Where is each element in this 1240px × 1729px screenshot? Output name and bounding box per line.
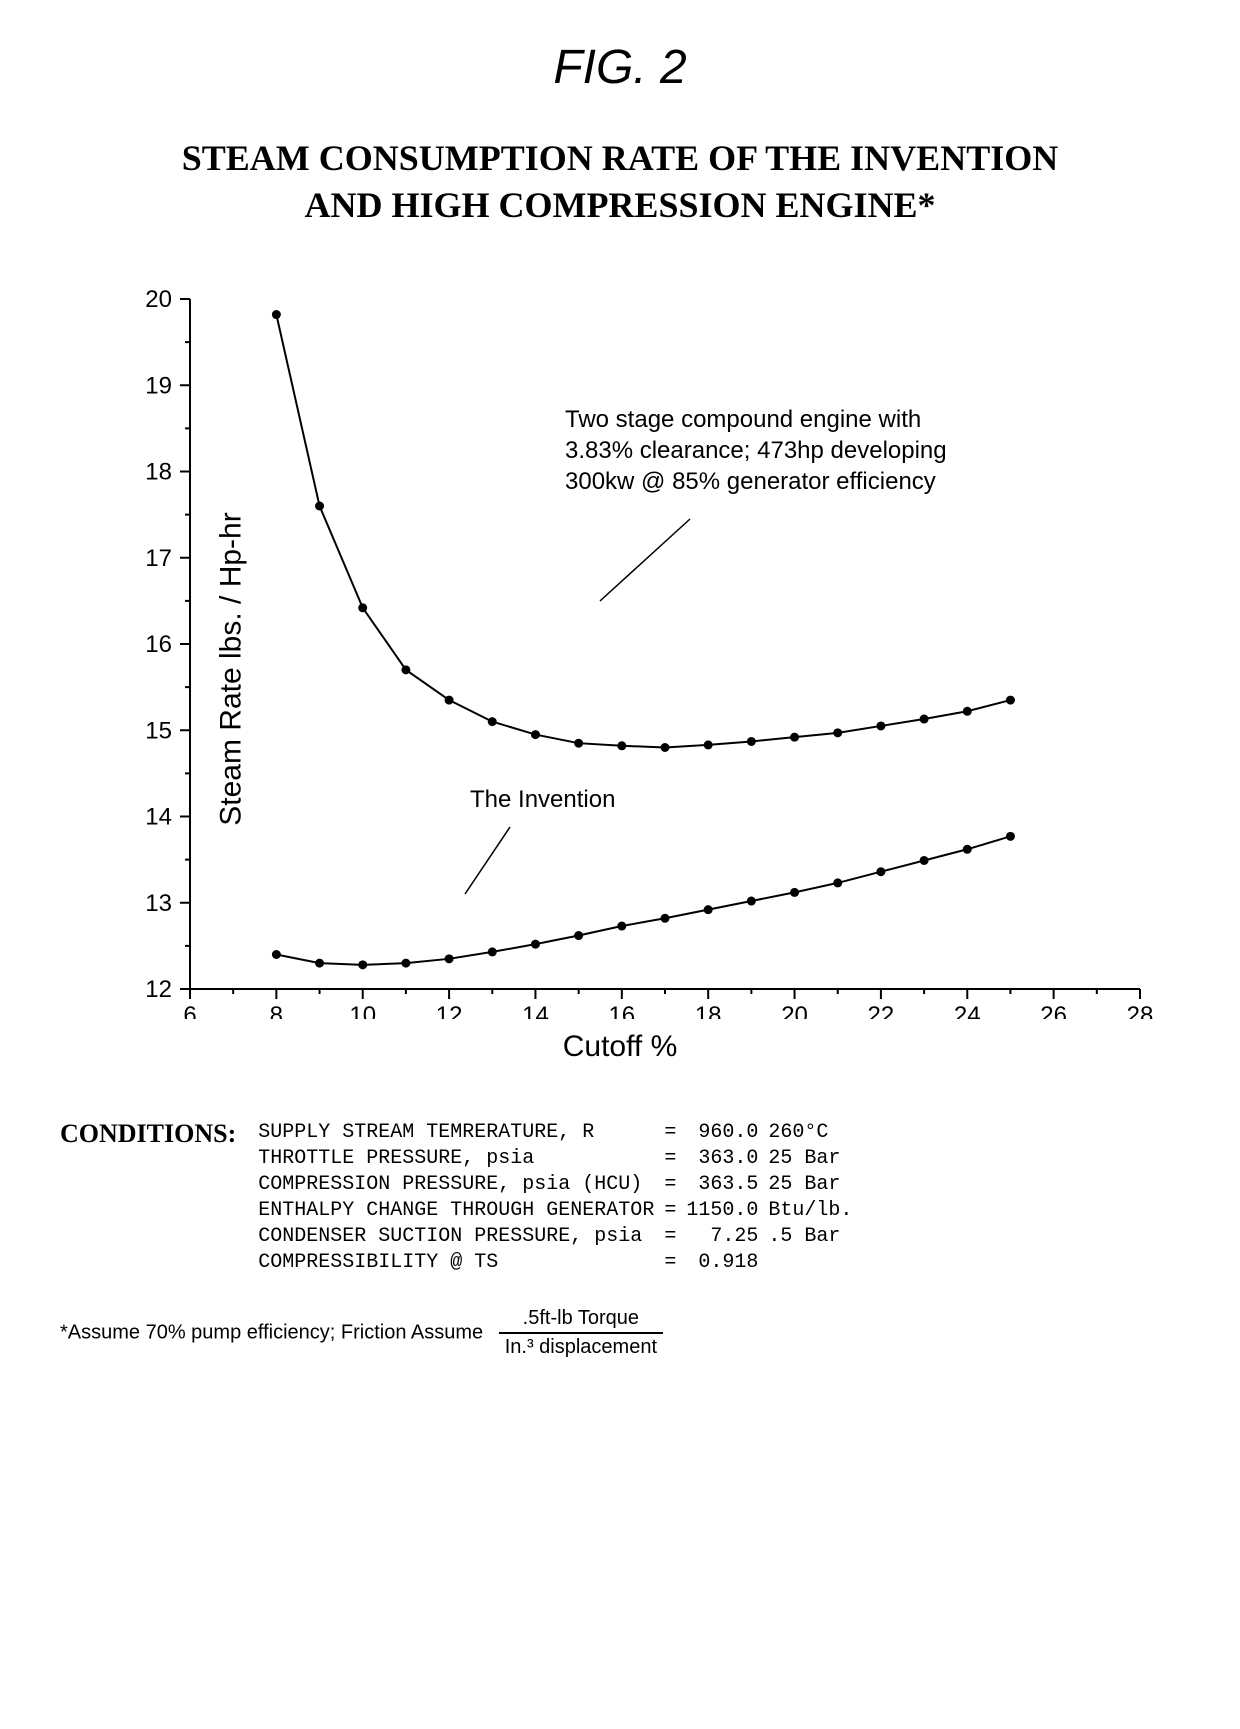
figure-label: FIG. 2 <box>40 40 1200 95</box>
conditions-cell-unit: Btu/lb. <box>768 1199 860 1223</box>
conditions-row: ENTHALPY CHANGE THROUGH GENERATOR=1150.0… <box>258 1199 860 1223</box>
svg-text:16: 16 <box>608 1002 635 1019</box>
conditions-row: SUPPLY STREAM TEMRERATURE, R=960.0260°C <box>258 1121 860 1145</box>
conditions-cell-val: 960.0 <box>686 1121 766 1145</box>
conditions-cell-eq: = <box>664 1199 684 1223</box>
conditions-cell-eq: = <box>664 1251 684 1275</box>
y-axis-label: Steam Rate lbs. / Hp-hr <box>215 512 249 825</box>
conditions-cell-unit: 25 Bar <box>768 1173 860 1197</box>
svg-text:22: 22 <box>868 1002 895 1019</box>
svg-text:12: 12 <box>436 1002 463 1019</box>
conditions-block: CONDITIONS: SUPPLY STREAM TEMRERATURE, R… <box>40 1119 1200 1277</box>
svg-text:10: 10 <box>349 1002 376 1019</box>
svg-text:6: 6 <box>183 1002 196 1019</box>
conditions-cell-val: 1150.0 <box>686 1199 766 1223</box>
conditions-cell-eq: = <box>664 1147 684 1171</box>
svg-text:17: 17 <box>145 544 172 571</box>
footnote-text: *Assume 70% pump efficiency; Friction As… <box>60 1321 483 1343</box>
title-line-1: STEAM CONSUMPTION RATE OF THE INVENTION <box>182 138 1058 178</box>
conditions-cell-param: COMPRESSION PRESSURE, psia (HCU) <box>258 1173 662 1197</box>
x-axis-label: Cutoff % <box>563 1030 678 1064</box>
svg-text:12: 12 <box>145 976 172 1003</box>
svg-text:15: 15 <box>145 717 172 744</box>
conditions-table: SUPPLY STREAM TEMRERATURE, R=960.0260°CT… <box>256 1119 862 1277</box>
conditions-cell-unit: .5 Bar <box>768 1225 860 1249</box>
conditions-cell-val: 363.0 <box>686 1147 766 1171</box>
conditions-cell-val: 0.918 <box>686 1251 766 1275</box>
conditions-cell-param: SUPPLY STREAM TEMRERATURE, R <box>258 1121 662 1145</box>
svg-text:20: 20 <box>781 1002 808 1019</box>
footnote: *Assume 70% pump efficiency; Friction As… <box>40 1307 1200 1359</box>
annotation-compound: Two stage compound engine with3.83% clea… <box>565 404 947 498</box>
svg-text:18: 18 <box>695 1002 722 1019</box>
svg-text:16: 16 <box>145 631 172 658</box>
footnote-denominator: In.³ displacement <box>499 1334 663 1359</box>
conditions-row: CONDENSER SUCTION PRESSURE, psia=7.25.5 … <box>258 1225 860 1249</box>
footnote-fraction: .5ft-lb Torque In.³ displacement <box>499 1307 663 1359</box>
main-title: STEAM CONSUMPTION RATE OF THE INVENTION … <box>40 135 1200 229</box>
svg-text:28: 28 <box>1127 1002 1154 1019</box>
svg-text:14: 14 <box>145 803 172 830</box>
conditions-cell-param: THROTTLE PRESSURE, psia <box>258 1147 662 1171</box>
svg-text:20: 20 <box>145 286 172 313</box>
conditions-cell-eq: = <box>664 1173 684 1197</box>
footnote-numerator: .5ft-lb Torque <box>499 1307 663 1334</box>
conditions-row: THROTTLE PRESSURE, psia=363.025 Bar <box>258 1147 860 1171</box>
conditions-cell-val: 7.25 <box>686 1225 766 1249</box>
conditions-cell-unit <box>768 1251 860 1275</box>
conditions-cell-val: 363.5 <box>686 1173 766 1197</box>
svg-text:19: 19 <box>145 372 172 399</box>
svg-text:8: 8 <box>270 1002 283 1019</box>
annotation-invention: The Invention <box>470 784 615 815</box>
svg-text:14: 14 <box>522 1002 549 1019</box>
chart-container: Steam Rate lbs. / Hp-hr 12 13 14 15 16 17 18 19… <box>70 279 1170 1059</box>
svg-text:18: 18 <box>145 458 172 485</box>
conditions-row: COMPRESSIBILITY @ TS=0.918 <box>258 1251 860 1275</box>
conditions-label: CONDITIONS: <box>60 1119 236 1149</box>
title-line-2: AND HIGH COMPRESSION ENGINE* <box>304 185 935 225</box>
conditions-row: COMPRESSION PRESSURE, psia (HCU)=363.525… <box>258 1173 860 1197</box>
conditions-cell-unit: 25 Bar <box>768 1147 860 1171</box>
conditions-cell-unit: 260°C <box>768 1121 860 1145</box>
svg-text:26: 26 <box>1040 1002 1067 1019</box>
conditions-cell-param: ENTHALPY CHANGE THROUGH GENERATOR <box>258 1199 662 1223</box>
svg-text:24: 24 <box>954 1002 981 1019</box>
conditions-cell-param: COMPRESSIBILITY @ TS <box>258 1251 662 1275</box>
conditions-cell-eq: = <box>664 1121 684 1145</box>
svg-text:13: 13 <box>145 889 172 916</box>
conditions-cell-param: CONDENSER SUCTION PRESSURE, psia <box>258 1225 662 1249</box>
conditions-cell-eq: = <box>664 1225 684 1249</box>
